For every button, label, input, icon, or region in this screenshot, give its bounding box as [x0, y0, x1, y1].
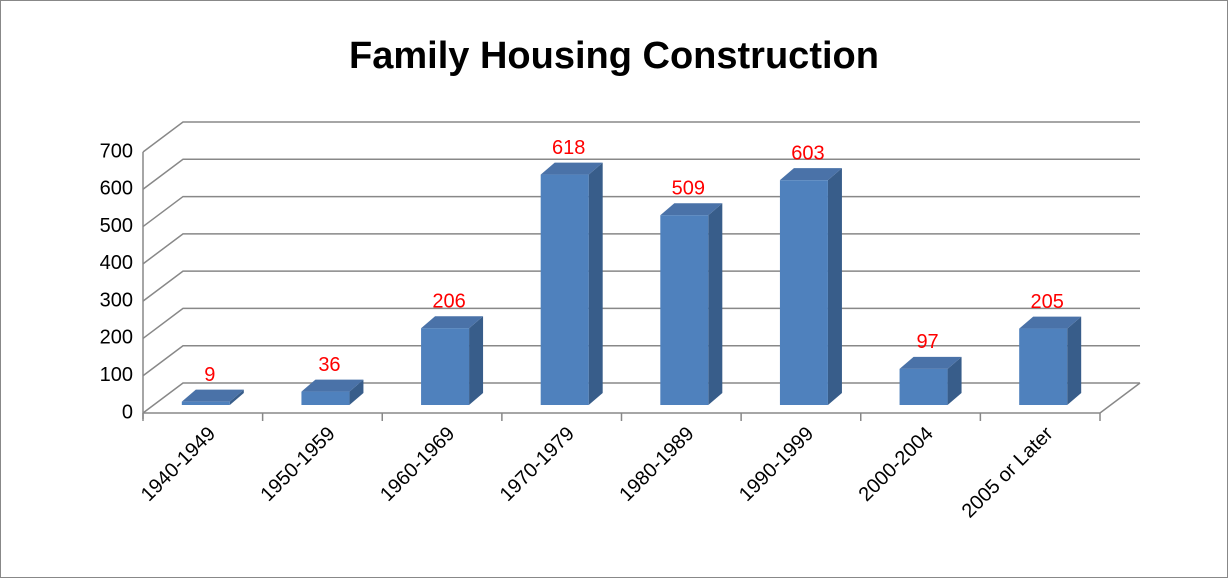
bar	[181, 401, 230, 405]
bar-side	[827, 168, 842, 405]
y-tick-label: 700	[100, 140, 133, 162]
bar	[421, 328, 470, 405]
y-tick-label: 300	[100, 289, 133, 311]
bar-side	[229, 389, 244, 405]
data-label: 618	[552, 137, 585, 159]
bar-side	[1067, 316, 1082, 405]
y-tick-label: 100	[100, 364, 133, 386]
bar-side	[349, 379, 364, 405]
bar-top	[540, 162, 603, 175]
chart-title: Family Housing Construction	[349, 35, 879, 77]
bar	[899, 368, 948, 405]
bar	[301, 391, 350, 405]
bar-top	[779, 168, 842, 181]
y-tick-label: 200	[100, 327, 133, 349]
data-label: 509	[672, 177, 705, 199]
bar-side	[947, 356, 962, 405]
bar-side	[469, 316, 484, 405]
bar-top	[301, 379, 364, 392]
bar	[1019, 328, 1068, 405]
bar	[660, 215, 709, 405]
data-label: 36	[318, 354, 340, 376]
y-tick-label: 0	[122, 401, 133, 423]
grid-line	[142, 158, 1140, 190]
data-label: 9	[204, 364, 215, 386]
bar-top	[660, 203, 723, 216]
bar-side	[588, 162, 603, 405]
grid-line	[142, 121, 1140, 153]
bar-top	[421, 316, 484, 329]
bar-top	[1019, 316, 1082, 329]
y-tick-label: 500	[100, 215, 133, 237]
bar-side	[708, 203, 723, 405]
data-label: 603	[791, 142, 824, 164]
bar	[540, 174, 589, 405]
y-tick-label: 400	[100, 252, 133, 274]
bar-top	[899, 356, 962, 369]
data-label: 97	[916, 331, 938, 353]
bar-top	[181, 389, 244, 402]
data-label: 206	[432, 290, 465, 312]
data-label: 205	[1031, 291, 1064, 313]
bar	[779, 180, 828, 405]
y-tick-label: 600	[100, 178, 133, 200]
